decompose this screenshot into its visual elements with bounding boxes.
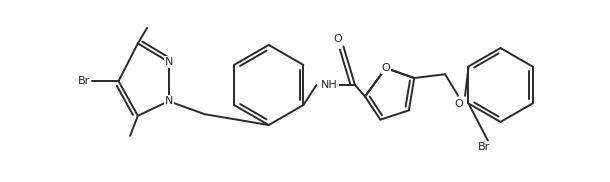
Text: N: N <box>165 96 173 106</box>
Text: NH: NH <box>321 80 338 90</box>
Text: Br: Br <box>78 76 90 86</box>
Text: O: O <box>454 99 464 109</box>
Text: Br: Br <box>478 142 490 152</box>
Text: O: O <box>381 63 390 73</box>
Text: O: O <box>334 34 342 44</box>
Text: N: N <box>165 57 173 67</box>
